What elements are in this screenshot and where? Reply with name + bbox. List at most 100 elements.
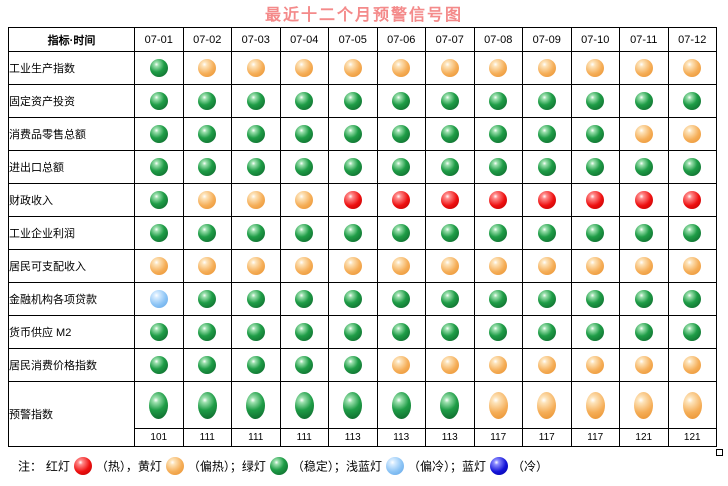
month-header: 07-10	[570, 27, 620, 52]
signal-green-icon	[537, 322, 556, 341]
signal-green-icon	[586, 124, 605, 143]
signal-cell	[279, 150, 329, 184]
signal-cell	[425, 51, 475, 85]
signal-yellow-icon	[343, 256, 362, 275]
signal-cell	[376, 84, 426, 118]
signal-cell	[667, 216, 717, 250]
signal-yellow-icon	[682, 391, 702, 419]
signal-cell	[279, 282, 329, 316]
signal-green-icon	[634, 322, 653, 341]
signal-cell	[570, 315, 620, 349]
signal-green-icon	[295, 124, 314, 143]
signal-green-icon	[343, 322, 362, 341]
signal-cell	[231, 150, 281, 184]
signal-yellow-icon	[295, 256, 314, 275]
indicator-row: 居民消费价格指数	[8, 348, 717, 382]
legend-label: 红灯	[45, 459, 70, 474]
signal-cell	[134, 183, 184, 217]
signal-cell	[425, 84, 475, 118]
signal-green-icon	[149, 391, 169, 419]
signal-green-icon	[295, 223, 314, 242]
score-cell: 111	[182, 428, 232, 447]
signal-cell	[279, 216, 329, 250]
signal-cell	[376, 117, 426, 151]
signal-cell	[134, 150, 184, 184]
signal-green-icon	[683, 223, 702, 242]
signal-cell	[134, 282, 184, 316]
signal-yellow-icon	[295, 190, 314, 209]
signal-cell	[667, 117, 717, 151]
corner-header: 指标·时间	[8, 27, 135, 52]
signal-cell	[279, 51, 329, 85]
signal-green-icon	[149, 190, 168, 209]
signal-cell	[231, 282, 281, 316]
signal-cell	[134, 51, 184, 85]
signal-cell	[619, 249, 669, 283]
signal-green-icon	[683, 157, 702, 176]
signal-green-icon	[343, 355, 362, 374]
indicator-row: 金融机构各项贷款	[8, 282, 717, 316]
signal-cell	[231, 348, 281, 382]
signal-cell	[425, 282, 475, 316]
signal-green-icon	[246, 223, 265, 242]
signal-cell	[425, 117, 475, 151]
signal-green-icon	[295, 289, 314, 308]
signal-cell	[182, 282, 232, 316]
signal-cell	[570, 282, 620, 316]
signal-green-icon	[440, 289, 459, 308]
signal-green-icon	[295, 91, 314, 110]
signal-lightblue-icon	[385, 457, 404, 475]
signal-cell	[376, 150, 426, 184]
signal-red-icon	[586, 190, 605, 209]
signal-cell	[231, 315, 281, 349]
signal-green-icon	[537, 124, 556, 143]
signal-cell	[473, 183, 523, 217]
score-row: 101 111 111 111 113 113 113 117 117 117 121 121	[9, 428, 717, 447]
indicator-name: 工业生产指数	[8, 51, 135, 85]
signal-yellow-icon	[198, 256, 217, 275]
month-header: 07-06	[376, 27, 426, 52]
composite-row: 预警指数	[8, 381, 717, 447]
signal-green-icon	[489, 157, 508, 176]
signal-yellow-icon	[440, 256, 459, 275]
indicator-name: 货币供应 M2	[8, 315, 135, 349]
signal-cell	[425, 216, 475, 250]
signal-cell	[376, 51, 426, 85]
signal-green-icon	[246, 391, 266, 419]
indicator-name: 居民可支配收入	[8, 249, 135, 283]
signal-green-icon	[198, 322, 217, 341]
signal-green-icon	[683, 322, 702, 341]
signal-red-icon	[343, 190, 362, 209]
month-header: 07-03	[231, 27, 281, 52]
signal-cell	[425, 183, 475, 217]
signal-yellow-icon	[343, 58, 362, 77]
signal-green-icon	[197, 391, 217, 419]
signal-cell	[473, 216, 523, 250]
signal-yellow-icon	[683, 124, 702, 143]
signal-green-icon	[149, 157, 168, 176]
score-cell: 117	[473, 428, 523, 447]
signal-cell	[376, 183, 426, 217]
signal-cell	[619, 381, 669, 429]
signal-green-icon	[149, 58, 168, 77]
signal-yellow-icon	[198, 58, 217, 77]
signal-cell	[522, 315, 572, 349]
legend-label: 浅蓝灯	[345, 459, 382, 474]
signal-cell	[231, 117, 281, 151]
signal-cell	[522, 249, 572, 283]
score-cell: 117	[522, 428, 572, 447]
signal-green-icon	[295, 355, 314, 374]
signal-cell	[182, 117, 232, 151]
signal-red-icon	[634, 190, 653, 209]
signal-cell	[182, 249, 232, 283]
signal-red-icon	[683, 190, 702, 209]
indicator-row: 消费品零售总额	[8, 117, 717, 151]
signal-green-icon	[149, 322, 168, 341]
indicator-row: 居民可支配收入	[8, 249, 717, 283]
signal-green-icon	[246, 91, 265, 110]
signal-yellow-icon	[392, 355, 411, 374]
signal-green-icon	[586, 289, 605, 308]
signal-cell	[134, 249, 184, 283]
signal-table: 指标·时间 07-01 07-02 07-03 07-04 07-05 07-06 07-0…	[8, 27, 717, 447]
signal-green-icon	[198, 355, 217, 374]
